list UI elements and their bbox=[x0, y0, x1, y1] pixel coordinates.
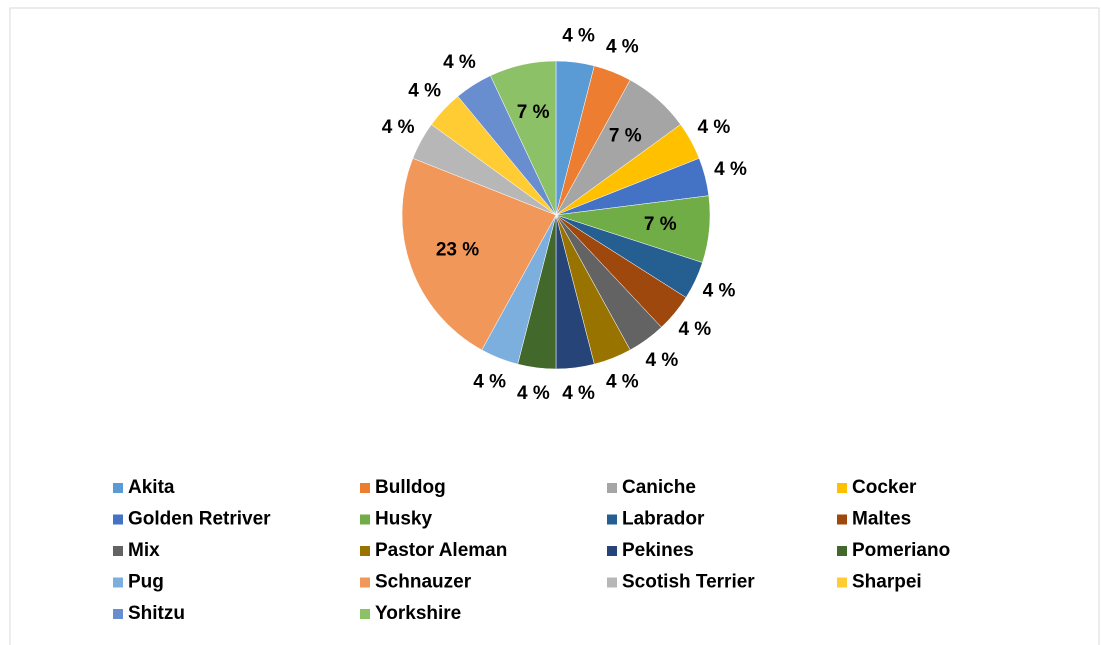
data-label: 4 % bbox=[517, 383, 550, 404]
legend-swatch bbox=[837, 577, 847, 588]
pie-slice bbox=[401, 157, 557, 351]
legend-swatch bbox=[113, 577, 123, 588]
legend-swatch bbox=[607, 483, 617, 493]
data-label: 4 % bbox=[606, 372, 639, 393]
legend-label: Scotish Terrier bbox=[622, 572, 755, 593]
legend-label: Pastor Aleman bbox=[375, 540, 507, 561]
legend-swatch bbox=[113, 514, 123, 525]
legend-swatch bbox=[113, 483, 123, 493]
legend-label: Bulldog bbox=[375, 477, 446, 498]
data-label: 7 % bbox=[644, 214, 677, 235]
legend-swatch bbox=[360, 609, 370, 619]
legend-label: Pomeriano bbox=[852, 540, 950, 561]
legend-swatch bbox=[360, 514, 370, 525]
legend-label: Maltes bbox=[852, 509, 911, 530]
legend-label: Labrador bbox=[622, 509, 705, 530]
legend-label: Golden Retriver bbox=[128, 509, 271, 530]
legend-label: Shitzu bbox=[128, 603, 185, 624]
legend-label: Mix bbox=[128, 540, 160, 561]
legend-label: Husky bbox=[375, 509, 432, 530]
data-label: 4 % bbox=[703, 281, 736, 302]
data-label: 4 % bbox=[562, 383, 595, 404]
data-label: 4 % bbox=[606, 36, 639, 57]
legend-swatch bbox=[113, 546, 123, 556]
data-label: 23 % bbox=[436, 239, 479, 260]
data-label: 7 % bbox=[517, 102, 550, 123]
legend-label: Sharpei bbox=[852, 572, 922, 593]
legend-swatch bbox=[113, 609, 123, 619]
data-label: 4 % bbox=[714, 159, 747, 180]
legend-label: Schnauzer bbox=[375, 572, 472, 593]
legend-label: Akita bbox=[128, 477, 175, 498]
legend-swatch bbox=[837, 483, 847, 493]
legend-label: Pug bbox=[128, 572, 164, 593]
data-label: 4 % bbox=[443, 52, 476, 73]
legend-label: Yorkshire bbox=[375, 603, 461, 624]
legend-swatch bbox=[837, 546, 847, 556]
data-label: 4 % bbox=[698, 117, 731, 138]
pie-slice bbox=[490, 60, 557, 216]
data-label: 4 % bbox=[678, 319, 711, 340]
data-label: 4 % bbox=[382, 117, 415, 138]
data-label: 4 % bbox=[646, 350, 679, 371]
legend-swatch bbox=[607, 546, 617, 556]
data-label: 7 % bbox=[609, 125, 642, 146]
legend-swatch bbox=[360, 577, 370, 588]
legend-label: Caniche bbox=[622, 477, 696, 498]
legend-swatch bbox=[360, 546, 370, 556]
legend-swatch bbox=[607, 577, 617, 588]
data-label: 4 % bbox=[408, 81, 441, 102]
legend-label: Cocker bbox=[852, 477, 917, 498]
legend-label: Pekines bbox=[622, 540, 694, 561]
legend-swatch bbox=[360, 483, 370, 493]
data-label: 4 % bbox=[562, 25, 595, 46]
legend-swatch bbox=[607, 514, 617, 525]
data-label: 4 % bbox=[473, 372, 506, 393]
legend-swatch bbox=[837, 514, 847, 525]
